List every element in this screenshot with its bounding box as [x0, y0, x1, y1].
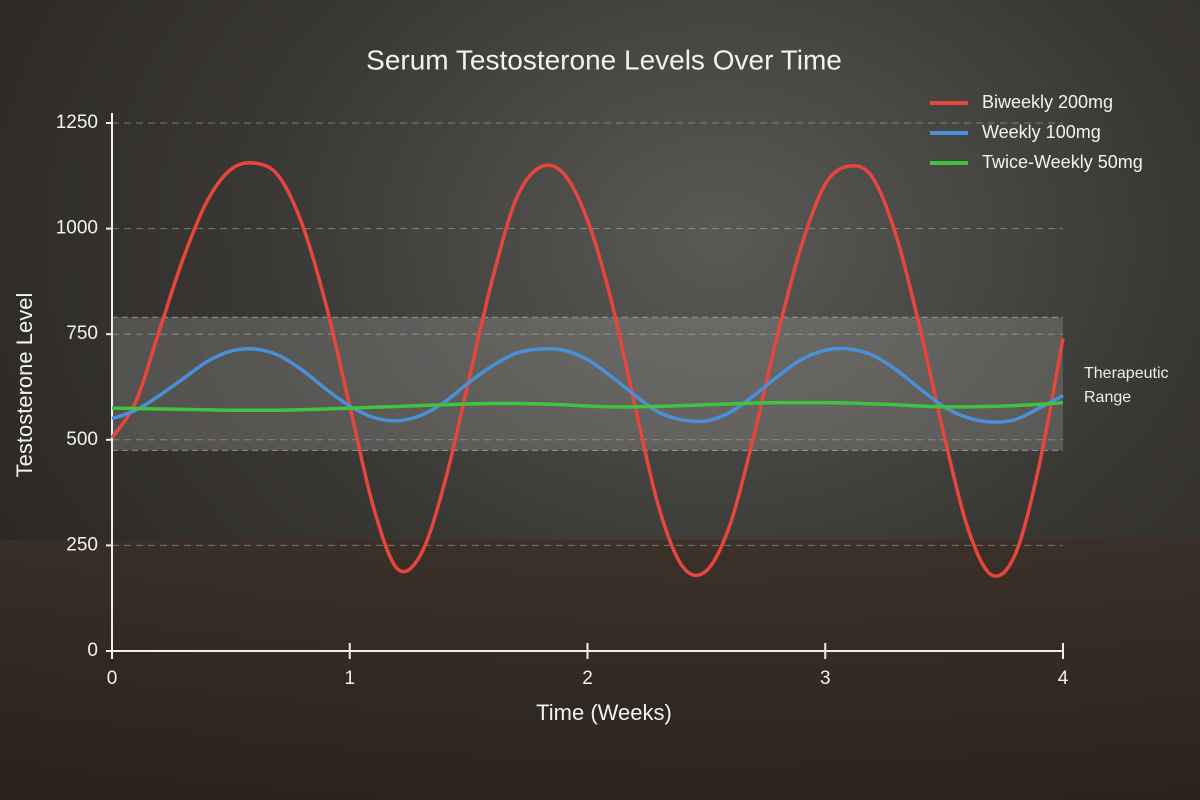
series-line — [111, 346, 1064, 424]
chart-title: Serum Testosterone Levels Over Time — [366, 44, 842, 75]
legend-label: Weekly 100mg — [982, 122, 1101, 142]
y-tick-label: 250 — [66, 534, 98, 555]
y-tick-label: 500 — [66, 429, 98, 450]
x-tick-label: 2 — [582, 668, 593, 689]
x-tick-label: 4 — [1058, 668, 1069, 689]
x-tick-label: 3 — [820, 668, 831, 689]
x-axis-title: Time (Weeks) — [536, 700, 672, 725]
legend-label: Biweekly 200mg — [982, 92, 1113, 112]
band-label: Therapeutic Range — [1084, 365, 1169, 406]
legend-label: Twice-Weekly 50mg — [982, 152, 1143, 172]
y-axis-title: Testosterone Level — [12, 293, 37, 478]
y-tick-label: 750 — [66, 323, 98, 344]
series-line — [110, 161, 1065, 578]
y-tick-label: 1250 — [56, 112, 98, 133]
therapeutic-band — [112, 317, 1063, 451]
x-tick-label: 0 — [107, 668, 118, 689]
y-tick-label: 1000 — [56, 218, 98, 239]
x-tick-label: 1 — [344, 668, 355, 689]
background — [0, 540, 1200, 800]
y-tick-label: 0 — [87, 640, 98, 661]
series-line — [111, 400, 1064, 413]
